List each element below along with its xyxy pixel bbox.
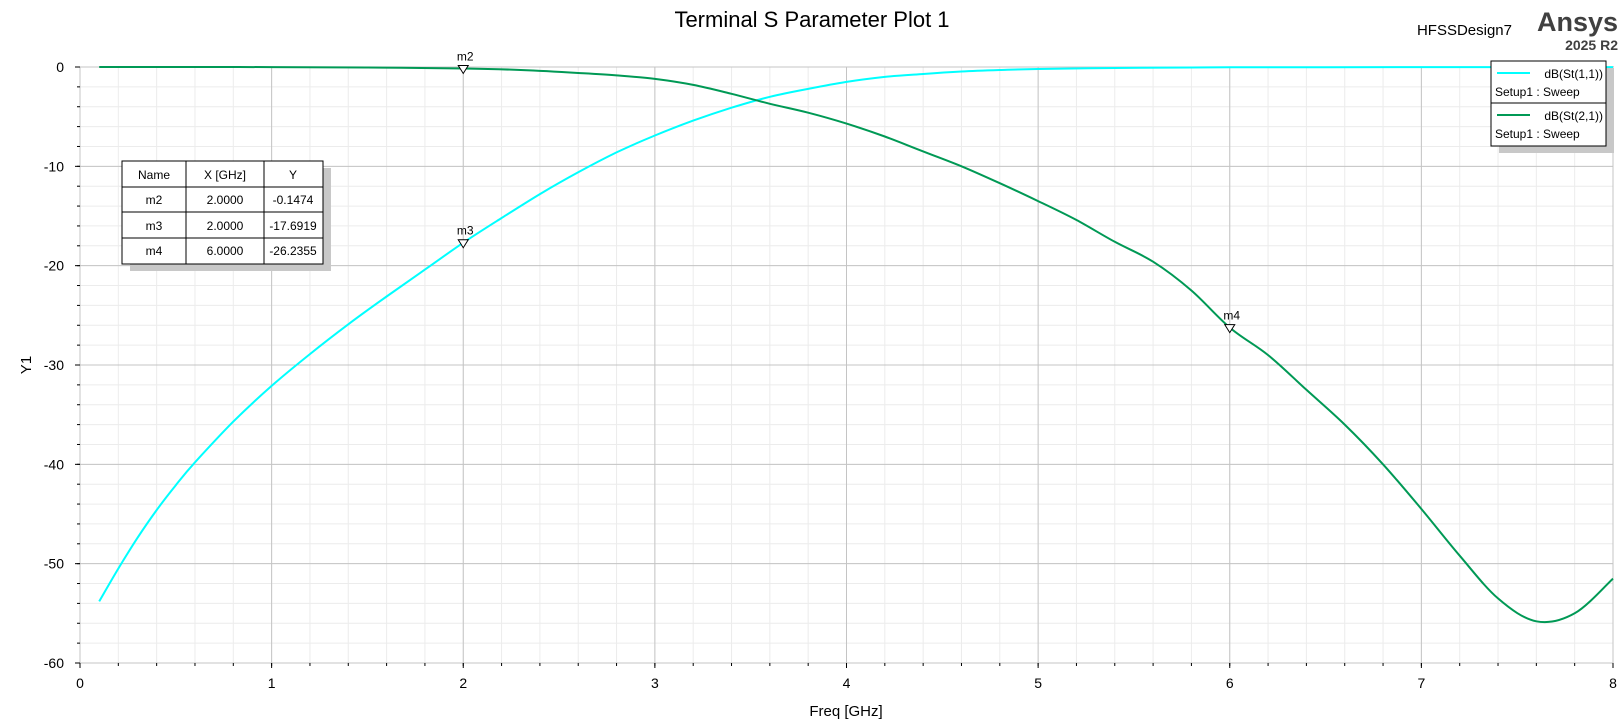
- y-tick-label: -20: [44, 258, 64, 274]
- table-cell: -26.2355: [269, 244, 317, 258]
- table-cell: -0.1474: [273, 193, 314, 207]
- series-line-s11: [98, 66, 1613, 602]
- legend-setup-s21: Setup1 : Sweep: [1495, 127, 1580, 141]
- y-tick-label: -10: [44, 158, 64, 174]
- design-name: HFSSDesign7: [1417, 22, 1512, 39]
- x-tick-label: 5: [1034, 675, 1042, 691]
- marker-triangle-m2: [457, 64, 470, 75]
- marker-table[interactable]: Name X [GHz] Y m2 2.0000 -0.1474 m3 2.00…: [121, 160, 331, 271]
- legend-label-s11: dB(St(1,1)): [1544, 67, 1603, 81]
- marker-triangle-m3: [457, 239, 470, 249]
- legend-setup-s11: Setup1 : Sweep: [1495, 85, 1580, 99]
- x-tick-label: 2: [459, 675, 467, 691]
- y-tick-label: -60: [44, 655, 64, 671]
- table-cell: 6.0000: [207, 244, 244, 258]
- x-tick-label: 4: [843, 675, 851, 691]
- legend-label-s21: dB(St(2,1)): [1544, 109, 1603, 123]
- table-header-x: X [GHz]: [204, 168, 246, 182]
- y-tick-label: -40: [44, 456, 64, 472]
- table-cell: 2.0000: [207, 219, 244, 233]
- marker-label-m3: m3: [457, 224, 474, 238]
- axis-ticks: [75, 66, 1614, 668]
- ansys-logo: Ansys: [1537, 7, 1618, 37]
- x-tick-label: 0: [76, 675, 84, 691]
- table-cell: 2.0000: [207, 193, 244, 207]
- table-cell: m3: [146, 219, 163, 233]
- y-tick-label: -30: [44, 357, 64, 373]
- release-label: 2025 R2: [1565, 37, 1618, 53]
- table-cell: m4: [146, 244, 163, 258]
- x-tick-label: 3: [651, 675, 659, 691]
- series-layer: [98, 65, 1614, 624]
- chart-title: Terminal S Parameter Plot 1: [674, 7, 949, 32]
- y-tick-label: -50: [44, 556, 64, 572]
- table-cell: -17.6919: [269, 219, 317, 233]
- table-cell: m2: [146, 193, 163, 207]
- y-tick-label: 0: [56, 59, 64, 75]
- marker-triangle-m4: [1223, 324, 1236, 334]
- marker-label-m2: m2: [457, 49, 474, 63]
- series-line-s21: [99, 65, 1614, 624]
- x-tick-label: 8: [1609, 675, 1617, 691]
- x-axis-label: Freq [GHz]: [809, 703, 882, 720]
- x-tick-label: 1: [268, 675, 276, 691]
- marker-label-m4: m4: [1223, 309, 1240, 323]
- marker-layer: m2 m3 m4: [457, 49, 1240, 334]
- table-header-name: Name: [138, 168, 170, 182]
- legend[interactable]: dB(St(1,1)) Setup1 : Sweep dB(St(2,1)) S…: [1490, 60, 1614, 153]
- y-axis-label: Y1: [18, 356, 35, 374]
- tick-labels: 0 1 2 3 4 5 6 7 8 0 -10 -20 -30 -40 -50 -60: [44, 59, 1617, 691]
- x-tick-label: 6: [1226, 675, 1234, 691]
- x-tick-label: 7: [1417, 675, 1425, 691]
- table-header-y: Y: [289, 168, 297, 182]
